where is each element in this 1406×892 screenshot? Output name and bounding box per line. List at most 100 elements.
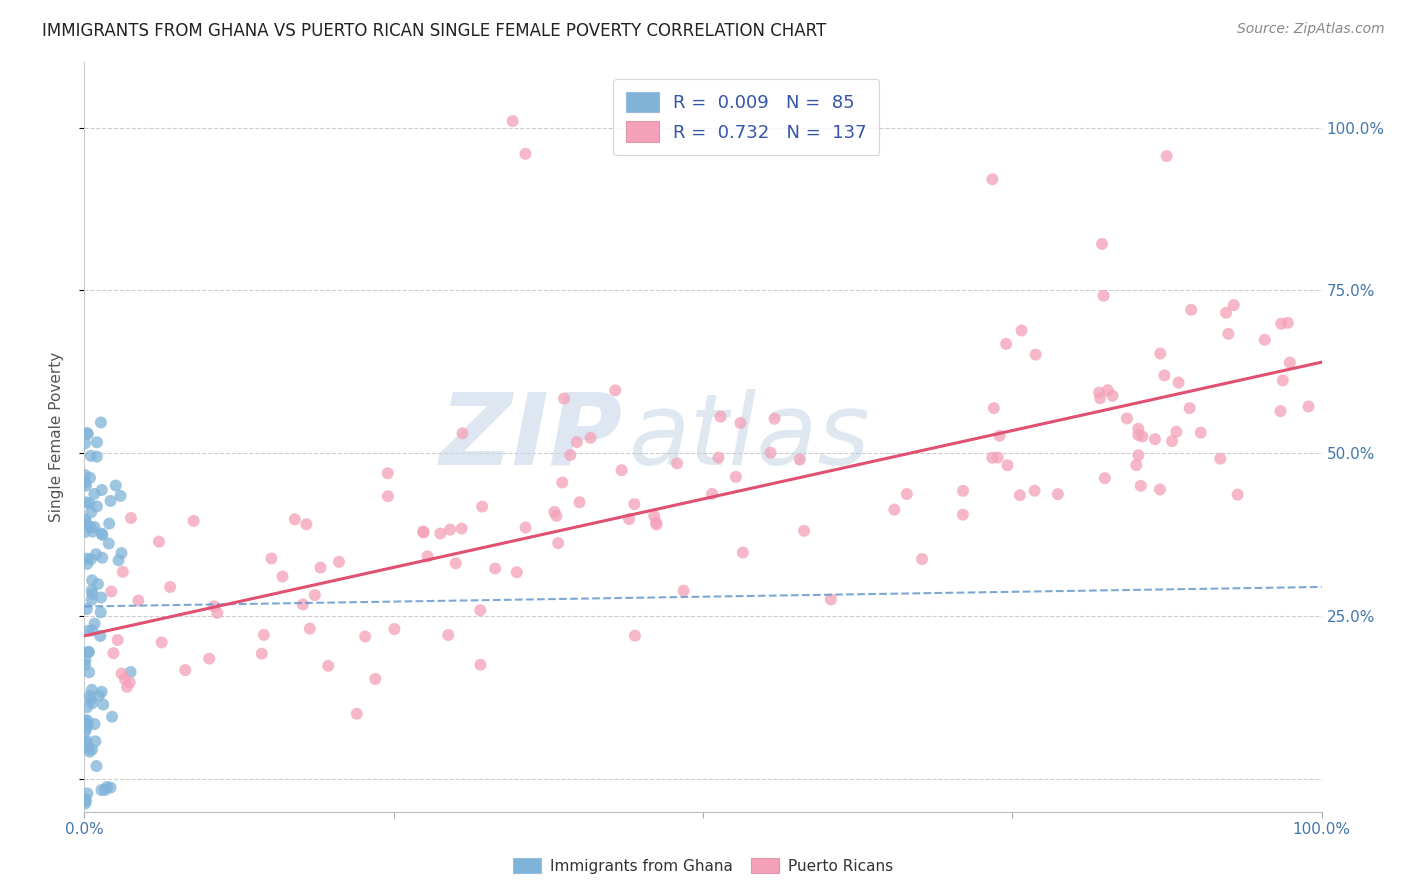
Point	[1298, 400, 1320, 414]
Point	[76, 713, 98, 727]
Point	[90, 605, 112, 619]
Point	[412, 525, 434, 540]
Point	[118, 675, 141, 690]
Point	[309, 560, 332, 574]
Point	[73, 735, 96, 749]
Point	[75, 516, 97, 530]
Point	[1011, 324, 1033, 338]
Point	[1277, 316, 1299, 330]
Point	[1209, 451, 1232, 466]
Point	[1153, 368, 1175, 383]
Point	[107, 553, 129, 567]
Point	[73, 657, 96, 672]
Point	[437, 628, 460, 642]
Point	[377, 467, 399, 481]
Point	[73, 436, 96, 450]
Point	[76, 602, 98, 616]
Point	[111, 565, 134, 579]
Point	[412, 524, 434, 539]
Point	[75, 513, 97, 527]
Text: Source: ZipAtlas.com: Source: ZipAtlas.com	[1237, 22, 1385, 37]
Point	[1130, 429, 1153, 443]
Point	[103, 646, 125, 660]
Point	[86, 450, 108, 464]
Point	[1270, 404, 1292, 418]
Point	[883, 502, 905, 516]
Point	[451, 426, 474, 441]
Point	[377, 489, 399, 503]
Point	[1092, 289, 1115, 303]
Point	[127, 593, 149, 607]
Point	[82, 587, 104, 601]
Point	[617, 512, 640, 526]
Point	[90, 483, 112, 497]
Point	[1223, 298, 1246, 312]
Point	[547, 536, 569, 550]
Point	[159, 580, 181, 594]
Point	[316, 658, 339, 673]
Point	[97, 536, 120, 550]
Point	[1024, 483, 1046, 498]
Point	[150, 635, 173, 649]
Point	[250, 647, 273, 661]
Point	[896, 487, 918, 501]
Point	[988, 429, 1011, 443]
Point	[110, 666, 132, 681]
Point	[202, 599, 225, 614]
Point	[364, 672, 387, 686]
Point	[1226, 487, 1249, 501]
Point	[84, 734, 107, 748]
Y-axis label: Single Female Poverty: Single Female Poverty	[49, 352, 63, 522]
Point	[763, 411, 786, 425]
Point	[1218, 326, 1240, 341]
Point	[76, 557, 98, 571]
Point	[710, 409, 733, 424]
Point	[952, 508, 974, 522]
Point	[546, 508, 568, 523]
Point	[1125, 458, 1147, 472]
Point	[789, 452, 811, 467]
Point	[579, 431, 602, 445]
Point	[1143, 432, 1166, 446]
Point	[76, 645, 98, 659]
Point	[79, 745, 101, 759]
Point	[1166, 425, 1188, 439]
Point	[1088, 391, 1111, 405]
Point	[76, 425, 98, 440]
Point	[79, 692, 101, 706]
Point	[295, 517, 318, 532]
Point	[207, 606, 229, 620]
Point	[110, 546, 132, 560]
Point	[174, 663, 197, 677]
Point	[284, 512, 307, 526]
Point	[759, 445, 782, 459]
Point	[73, 714, 96, 728]
Point	[1091, 236, 1114, 251]
Point	[502, 114, 524, 128]
Point	[610, 463, 633, 477]
Point	[565, 435, 588, 450]
Point	[987, 450, 1010, 465]
Point	[1161, 434, 1184, 449]
Point	[91, 698, 114, 712]
Point	[90, 685, 112, 699]
Point	[253, 628, 276, 642]
Point	[429, 526, 451, 541]
Point	[98, 516, 121, 531]
Point	[80, 552, 103, 566]
Point	[1101, 389, 1123, 403]
Point	[73, 524, 96, 539]
Point	[1254, 333, 1277, 347]
Point	[470, 657, 492, 672]
Point	[80, 449, 103, 463]
Point	[1270, 317, 1292, 331]
Point	[1278, 356, 1301, 370]
Point	[79, 471, 101, 485]
Point	[80, 682, 103, 697]
Point	[470, 603, 492, 617]
Point	[77, 426, 100, 441]
Point	[568, 495, 591, 509]
Point	[91, 550, 114, 565]
Point	[76, 700, 98, 714]
Text: IMMIGRANTS FROM GHANA VS PUERTO RICAN SINGLE FEMALE POVERTY CORRELATION CHART: IMMIGRANTS FROM GHANA VS PUERTO RICAN SI…	[42, 22, 827, 40]
